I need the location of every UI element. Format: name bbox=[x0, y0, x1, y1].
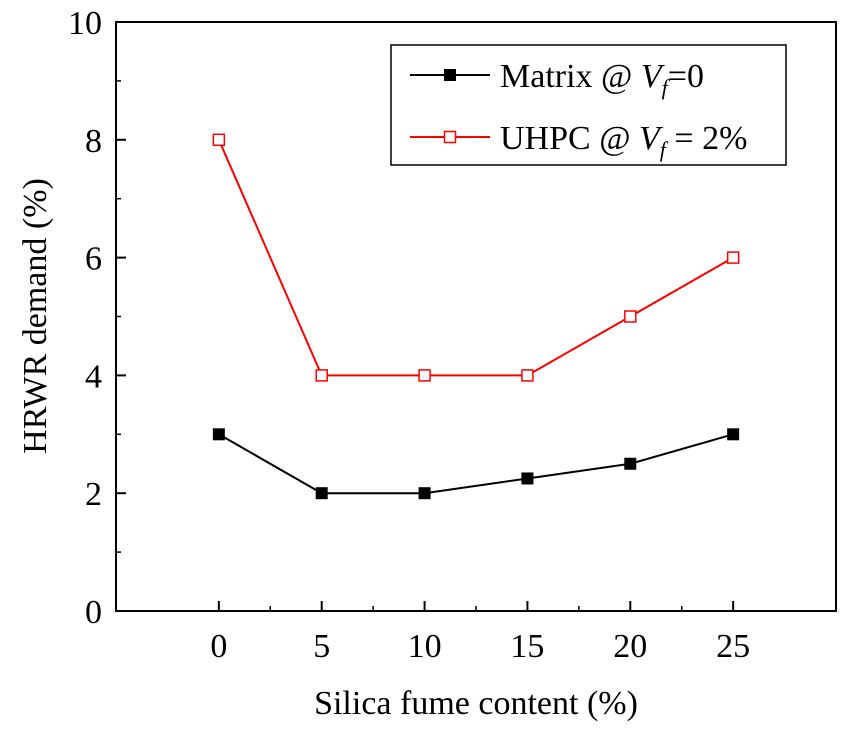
data-point bbox=[418, 369, 431, 382]
y-tick-label: 10 bbox=[68, 5, 102, 42]
series-line bbox=[217, 139, 734, 377]
series-2 bbox=[212, 133, 740, 382]
legend-entry: Matrix @ Vf=0 bbox=[410, 58, 704, 100]
series-layer bbox=[212, 133, 740, 500]
y-tick-label: 2 bbox=[85, 476, 102, 513]
legend-label: Matrix @ Vf=0 bbox=[500, 58, 704, 100]
data-point bbox=[521, 472, 534, 485]
series-line bbox=[218, 433, 734, 495]
series-1 bbox=[212, 428, 740, 500]
legend: Matrix @ Vf=0 UHPC @ Vf = 2% bbox=[390, 44, 787, 166]
data-point bbox=[624, 457, 637, 470]
x-tick-label: 15 bbox=[510, 628, 544, 665]
legend-box bbox=[390, 44, 787, 166]
data-point bbox=[624, 310, 637, 323]
x-tick-label: 0 bbox=[210, 628, 227, 665]
x-tick-label: 25 bbox=[716, 628, 750, 665]
data-point bbox=[727, 428, 740, 441]
data-point bbox=[315, 369, 328, 382]
data-point bbox=[212, 428, 225, 441]
x-tick-label: 5 bbox=[313, 628, 330, 665]
y-tick-label: 8 bbox=[85, 123, 102, 160]
y-tick-label: 0 bbox=[85, 594, 102, 631]
data-point bbox=[521, 369, 534, 382]
legend-entry: UHPC @ Vf = 2% bbox=[410, 120, 747, 162]
y-axis-label: HRWR demand (%) bbox=[17, 178, 54, 454]
x-axis-ticks: 0 5 10 15 20 25 bbox=[210, 601, 750, 665]
data-point bbox=[726, 251, 740, 264]
legend-marker bbox=[444, 69, 456, 81]
data-point bbox=[418, 487, 431, 500]
x-tick-label: 20 bbox=[613, 628, 647, 665]
x-axis-label: Silica fume content (%) bbox=[314, 685, 638, 722]
legend-label: UHPC @ Vf = 2% bbox=[500, 120, 747, 162]
x-tick-label: 10 bbox=[408, 628, 442, 665]
data-point bbox=[315, 487, 328, 500]
y-tick-label: 6 bbox=[85, 241, 102, 278]
y-axis-ticks: 0 2 4 6 8 10 bbox=[68, 5, 126, 631]
y-tick-label: 4 bbox=[85, 358, 102, 395]
data-point bbox=[212, 133, 226, 147]
legend-marker bbox=[443, 130, 457, 144]
